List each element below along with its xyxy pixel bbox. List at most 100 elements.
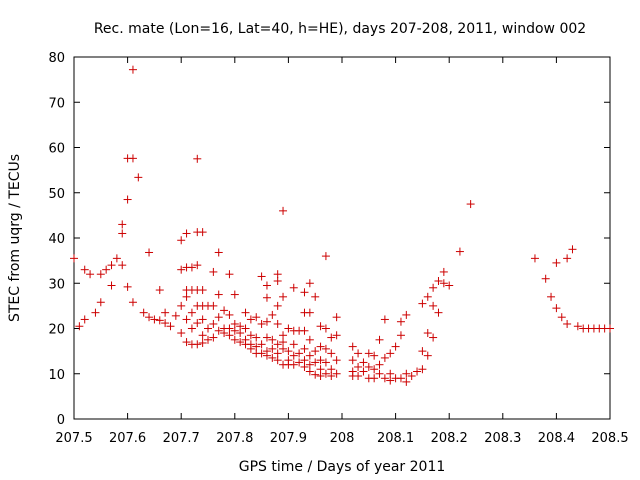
data-point xyxy=(241,324,250,333)
data-point xyxy=(161,319,170,328)
data-point xyxy=(252,333,261,342)
data-point xyxy=(321,369,330,378)
y-tick-label: 40 xyxy=(48,232,65,247)
data-point xyxy=(396,374,405,383)
data-point xyxy=(70,254,78,263)
data-point xyxy=(230,326,239,335)
data-point xyxy=(295,358,304,367)
data-point xyxy=(530,254,539,263)
data-point xyxy=(279,206,288,215)
data-point xyxy=(423,351,432,360)
data-point xyxy=(96,270,105,279)
data-point xyxy=(150,315,159,324)
data-point xyxy=(311,370,320,379)
data-point xyxy=(354,362,363,371)
data-point xyxy=(198,338,207,347)
data-point xyxy=(225,310,234,319)
x-tick-label: 208.5 xyxy=(591,431,628,446)
data-point xyxy=(455,247,464,256)
data-point xyxy=(439,267,448,276)
data-point xyxy=(402,310,411,319)
data-point xyxy=(429,301,438,310)
data-point xyxy=(386,349,395,358)
y-tick-label: 0 xyxy=(57,413,65,428)
data-point xyxy=(118,261,127,270)
data-point xyxy=(434,276,443,285)
y-tick-label: 50 xyxy=(48,187,65,202)
data-point xyxy=(552,304,561,313)
data-point xyxy=(327,333,336,342)
data-point xyxy=(311,347,320,356)
y-axis-ticks: 0 10 20 30 40 50 60 70 80 xyxy=(48,51,610,428)
data-point xyxy=(262,281,271,290)
data-point xyxy=(316,356,325,365)
data-point xyxy=(305,367,314,376)
x-tick-label: 208 xyxy=(330,431,355,446)
x-tick-label: 208.3 xyxy=(484,431,521,446)
data-point xyxy=(230,335,239,344)
data-point xyxy=(209,319,218,328)
data-point xyxy=(273,349,282,358)
data-point xyxy=(300,288,309,297)
data-point xyxy=(225,324,234,333)
data-point xyxy=(198,331,207,340)
data-point xyxy=(354,349,363,358)
data-point xyxy=(268,353,277,362)
data-point xyxy=(236,338,245,347)
data-point xyxy=(327,365,336,374)
data-point xyxy=(236,329,245,338)
data-point xyxy=(332,331,341,340)
data-point xyxy=(418,365,427,374)
data-point xyxy=(268,310,277,319)
data-point xyxy=(262,293,271,302)
data-point xyxy=(187,324,196,333)
data-point xyxy=(262,351,271,360)
data-point xyxy=(209,301,218,310)
data-point xyxy=(257,340,266,349)
data-point xyxy=(241,308,250,317)
data-point xyxy=(262,317,271,326)
data-point xyxy=(327,349,336,358)
data-point xyxy=(573,322,582,331)
x-tick-label: 207.7 xyxy=(163,431,200,446)
data-point xyxy=(327,372,336,381)
data-point xyxy=(557,313,566,322)
data-point xyxy=(198,286,207,295)
data-point xyxy=(273,270,282,279)
data-point xyxy=(182,292,191,301)
data-point xyxy=(177,265,186,274)
data-point xyxy=(541,274,550,283)
data-point xyxy=(563,319,572,328)
data-point xyxy=(220,329,229,338)
data-point xyxy=(257,349,266,358)
data-point xyxy=(187,308,196,317)
data-point xyxy=(289,283,298,292)
data-point xyxy=(273,356,282,365)
data-point xyxy=(252,313,261,322)
data-point xyxy=(370,374,379,383)
data-point xyxy=(102,265,111,274)
data-point xyxy=(364,349,373,358)
data-point xyxy=(177,329,186,338)
data-point xyxy=(91,308,100,317)
data-point xyxy=(370,351,379,360)
data-point xyxy=(295,349,304,358)
data-point xyxy=(204,335,212,344)
y-tick-label: 20 xyxy=(48,323,65,338)
data-point xyxy=(214,326,223,335)
data-point xyxy=(466,200,475,209)
data-point xyxy=(380,374,389,383)
data-point xyxy=(139,308,148,317)
data-point xyxy=(230,319,239,328)
data-point xyxy=(118,220,127,229)
data-point xyxy=(300,344,309,353)
data-point xyxy=(198,315,207,324)
data-point xyxy=(96,298,105,307)
data-point xyxy=(209,333,218,342)
data-point xyxy=(380,315,389,324)
data-point xyxy=(423,292,432,301)
data-point xyxy=(359,358,368,367)
data-point xyxy=(279,338,288,347)
plot-frame xyxy=(73,56,611,420)
data-point xyxy=(107,261,116,270)
